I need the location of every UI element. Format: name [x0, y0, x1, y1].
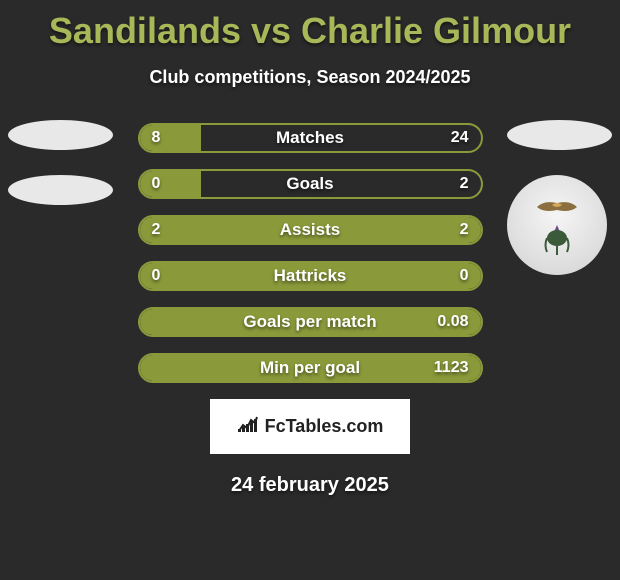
- player-right-badges: [507, 120, 612, 275]
- stat-row: 0 Hattricks 0: [138, 261, 483, 291]
- badge-placeholder-icon: [8, 175, 113, 205]
- club-crest-icon: [507, 175, 607, 275]
- stat-row: 2 Assists 2: [138, 215, 483, 245]
- stat-value-right: 0: [460, 267, 469, 285]
- subtitle: Club competitions, Season 2024/2025: [0, 67, 620, 88]
- stat-value-right: 1123: [434, 359, 469, 377]
- stat-value-right: 0.08: [437, 313, 468, 331]
- stat-value-right: 24: [451, 129, 469, 147]
- eagle-icon: [532, 195, 582, 220]
- stat-label: Min per goal: [140, 358, 481, 378]
- stats-list: 8 Matches 24 0 Goals 2 2 Assists 2 0 Hat…: [138, 123, 483, 383]
- badge-placeholder-icon: [507, 120, 612, 150]
- page-title: Sandilands vs Charlie Gilmour: [0, 10, 620, 52]
- date-label: 24 february 2025: [0, 474, 620, 497]
- stat-row: Min per goal 1123: [138, 353, 483, 383]
- stat-label: Hattricks: [140, 266, 481, 286]
- brand-label: FcTables.com: [265, 416, 384, 437]
- stat-label: Matches: [140, 128, 481, 148]
- stat-label: Assists: [140, 220, 481, 240]
- chart-icon: [237, 415, 259, 439]
- brand-badge: FcTables.com: [210, 399, 410, 454]
- stat-value-right: 2: [460, 221, 469, 239]
- stat-label: Goals per match: [140, 312, 481, 332]
- badge-placeholder-icon: [8, 120, 113, 150]
- comparison-card: Sandilands vs Charlie Gilmour Club compe…: [0, 0, 620, 580]
- stat-row: 8 Matches 24: [138, 123, 483, 153]
- stat-row: Goals per match 0.08: [138, 307, 483, 337]
- stat-label: Goals: [140, 174, 481, 194]
- stat-row: 0 Goals 2: [138, 169, 483, 199]
- stat-value-right: 2: [460, 175, 469, 193]
- thistle-icon: [542, 220, 572, 255]
- player-left-badges: [8, 120, 113, 230]
